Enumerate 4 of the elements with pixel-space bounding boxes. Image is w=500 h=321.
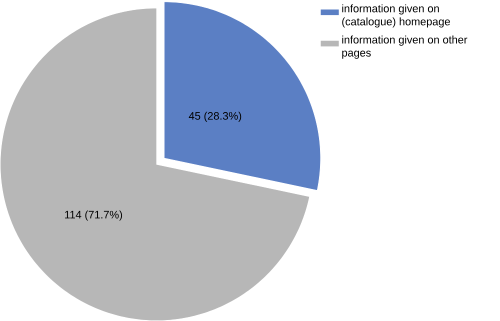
legend-label: information given on other pages [342, 36, 468, 59]
data-label: 45 (28.3%) [188, 112, 242, 122]
legend-label: information given on (catalogue) homepage [342, 4, 450, 28]
data-label: 114 (71.7%) [65, 210, 122, 221]
